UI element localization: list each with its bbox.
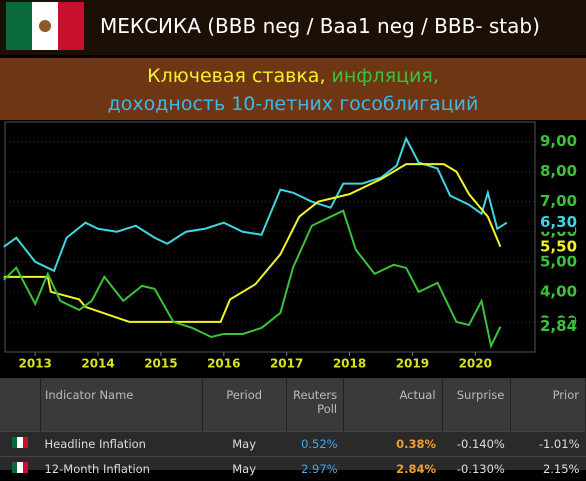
chart: 3,004,005,006,007,008,009,00201320142015… xyxy=(0,120,586,378)
header-cell: Surprise xyxy=(442,378,511,432)
title-part: Ключевая ставка, xyxy=(147,65,331,87)
table-cell: Headline Inflation xyxy=(40,432,202,457)
title-part: инфляция, xyxy=(332,65,439,87)
table-cell: May xyxy=(202,457,286,481)
table-cell: 0.52% xyxy=(286,432,344,457)
x-tick-label: 2014 xyxy=(81,357,114,371)
y-tick-label: 7,00 xyxy=(540,192,577,210)
header: МЕКСИКА (BBB neg / Baa1 neg / BBB- stab) xyxy=(0,0,586,55)
y-tick-label: 4,00 xyxy=(540,282,577,300)
table-cell: 12-Month Inflation xyxy=(40,457,202,481)
y-tick-label: 8,00 xyxy=(540,162,577,180)
header-cell: Reuters Poll xyxy=(286,378,344,432)
title-part: доходность 10-летних гособлигаций xyxy=(108,93,479,115)
flag xyxy=(6,2,86,54)
x-tick-label: 2015 xyxy=(144,357,177,371)
table-cell: -0.130% xyxy=(442,457,511,481)
table-cell: 2.97% xyxy=(286,457,344,481)
end-label: 5,50 xyxy=(540,237,577,255)
flag-icon xyxy=(12,437,28,448)
x-tick-label: 2020 xyxy=(459,357,492,371)
x-tick-label: 2019 xyxy=(396,357,429,371)
header-cell: Indicator Name xyxy=(40,378,202,432)
table-cell: -1.01% xyxy=(511,432,586,457)
title: МЕКСИКА (BBB neg / Baa1 neg / BBB- stab) xyxy=(100,14,540,38)
flag-cell xyxy=(0,432,40,457)
table-cell: 2.15% xyxy=(511,457,586,481)
header-cell: Prior xyxy=(511,378,586,432)
table-cell: May xyxy=(202,432,286,457)
flag-icon xyxy=(12,462,28,473)
header-cell: Actual xyxy=(344,378,442,432)
x-tick-label: 2013 xyxy=(18,357,51,371)
table-cell: 0.38% xyxy=(344,432,442,457)
page: МЕКСИКА (BBB neg / Baa1 neg / BBB- stab)… xyxy=(0,0,586,470)
x-tick-label: 2018 xyxy=(333,357,366,371)
y-tick-label: 9,00 xyxy=(540,132,577,150)
table-cell: -0.140% xyxy=(442,432,511,457)
header-cell: Period xyxy=(202,378,286,432)
end-label: 2,84 xyxy=(540,317,577,335)
x-tick-label: 2017 xyxy=(270,357,303,371)
flag-cell xyxy=(0,457,40,481)
plot-area xyxy=(5,122,535,352)
end-label: 6,30 xyxy=(540,213,577,231)
chart-title: Ключевая ставка, инфляция, доходность 10… xyxy=(0,58,586,120)
header-cell xyxy=(0,378,40,432)
x-tick-label: 2016 xyxy=(207,357,240,371)
table-cell: 2.84% xyxy=(344,457,442,481)
